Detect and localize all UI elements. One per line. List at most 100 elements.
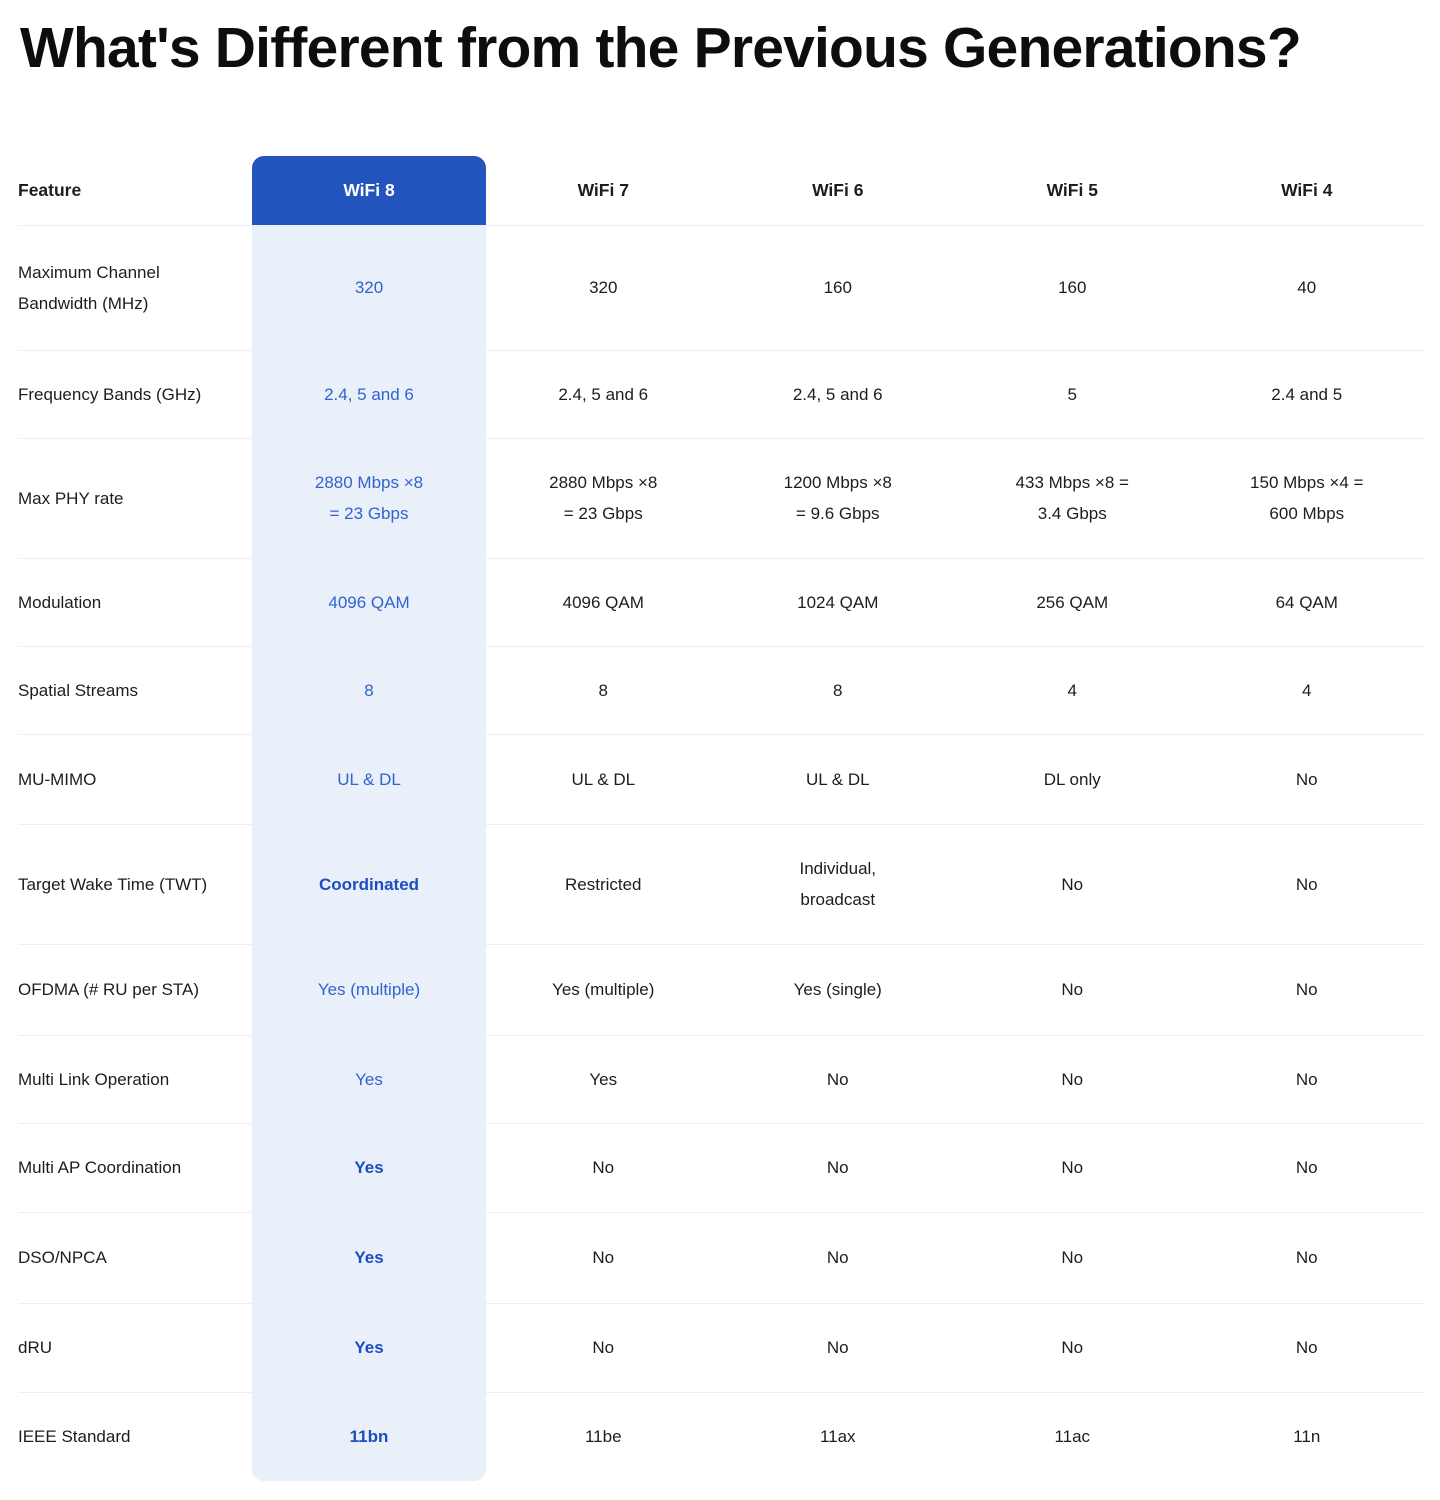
- table-row: Max PHY rate 2880 Mbps ×8 = 23 Gbps 2880 M…: [18, 438, 1424, 559]
- feature-label: Multi Link Operation: [18, 1069, 170, 1089]
- value-cell-wifi5: 160: [1058, 278, 1087, 298]
- table-row: Maximum Channel Bandwidth (MHz) 320 320 160…: [18, 225, 1424, 351]
- value-cell-wifi4: No: [1295, 1069, 1318, 1089]
- value-cell-wifi7: UL & DL: [571, 769, 636, 789]
- value-cell-wifi7: 8: [598, 680, 608, 700]
- value-cell-wifi5: No: [1061, 1338, 1084, 1358]
- table-row: IEEE Standard 11bn 11be 11ax 11ac 11n: [18, 1392, 1424, 1481]
- value-cell-wifi8: UL & DL: [252, 734, 486, 824]
- feature-label: DSO/NPCA: [18, 1248, 107, 1268]
- value-cell-wifi7: 320: [589, 278, 618, 298]
- value-cell-wifi5: No: [1061, 980, 1084, 1000]
- value-cell-wifi7: No: [592, 1248, 615, 1268]
- feature-label: OFDMA (# RU per STA): [18, 980, 200, 1000]
- value-cell-wifi8: Yes (multiple): [252, 944, 486, 1035]
- value-cell-wifi8: 320: [252, 225, 486, 350]
- table-row: OFDMA (# RU per STA) Yes (multiple) Yes (m…: [18, 944, 1424, 1036]
- value-cell-wifi4: 11n: [1293, 1427, 1321, 1447]
- page-title: What's Different from the Previous Gener…: [20, 16, 1302, 80]
- value-cell-wifi8: 2880 Mbps ×8 = 23 Gbps: [252, 438, 486, 558]
- value-cell-wifi4: 2.4 and 5: [1271, 384, 1343, 404]
- value-cell-wifi8: Yes: [252, 1303, 486, 1392]
- value-cell-wifi6: UL & DL: [805, 769, 870, 789]
- column-header-wifi4: WiFi 4: [1281, 179, 1333, 200]
- value-cell-wifi6: 8: [833, 680, 843, 700]
- value-cell-wifi4: No: [1295, 1158, 1318, 1178]
- table-row: Modulation 4096 QAM 4096 QAM 1024 QAM 256 QA…: [18, 558, 1424, 647]
- value-cell-wifi5: 4: [1067, 680, 1077, 700]
- value-cell-wifi8: Yes: [252, 1212, 486, 1303]
- column-header-wifi6: WiFi 6: [812, 179, 864, 200]
- feature-label: dRU: [18, 1338, 53, 1358]
- value-cell-wifi4: No: [1295, 980, 1318, 1000]
- feature-label: MU-MIMO: [18, 769, 97, 789]
- value-cell-wifi6: 11ax: [819, 1427, 856, 1447]
- value-cell-wifi4: 64 QAM: [1275, 592, 1338, 612]
- value-cell-wifi7: 2.4, 5 and 6: [558, 384, 649, 404]
- value-cell-wifi7: No: [592, 1158, 615, 1178]
- value-cell-wifi7: 11be: [584, 1427, 622, 1447]
- value-cell-wifi7: 4096 QAM: [562, 592, 644, 612]
- feature-label: IEEE Standard: [18, 1427, 131, 1447]
- column-header-wifi8: WiFi 8: [252, 155, 486, 225]
- value-cell-wifi5: No: [1061, 1158, 1084, 1178]
- value-cell-wifi7: Yes (multiple): [552, 980, 655, 1000]
- table-header-row: Feature WiFi 8 WiFi 7 WiFi 6 WiFi 5 WiFi…: [18, 155, 1424, 226]
- table-row: Target Wake Time (TWT) Coordinated Restric…: [18, 824, 1424, 945]
- feature-label: Frequency Bands (GHz): [18, 384, 202, 404]
- value-cell-wifi4: 40: [1297, 278, 1317, 298]
- value-cell-wifi5: DL only: [1043, 769, 1101, 789]
- value-cell-wifi5: No: [1061, 1248, 1084, 1268]
- value-cell-wifi6: Yes (single): [793, 980, 882, 1000]
- table-row: DSO/NPCA Yes No No No No: [18, 1212, 1424, 1304]
- value-cell-wifi8: 4096 QAM: [252, 558, 486, 646]
- value-cell-wifi4: 150 Mbps ×4 = 600 Mbps: [1250, 473, 1364, 524]
- value-cell-wifi4: 4: [1302, 680, 1312, 700]
- value-cell-wifi6: No: [826, 1338, 849, 1358]
- value-cell-wifi6: 1024 QAM: [797, 592, 879, 612]
- table-row: Multi AP Coordination Yes No No No No: [18, 1123, 1424, 1213]
- value-cell-wifi6: Individual, broadcast: [799, 859, 877, 910]
- value-cell-wifi7: No: [592, 1338, 615, 1358]
- value-cell-wifi7: 2880 Mbps ×8 = 23 Gbps: [549, 473, 658, 524]
- table-row: Spatial Streams 8 8 8 4 4: [18, 646, 1424, 735]
- value-cell-wifi8: Coordinated: [252, 824, 486, 944]
- table-row: Frequency Bands (GHz) 2.4, 5 and 6 2.4, 5 …: [18, 350, 1424, 439]
- value-cell-wifi6: 160: [823, 278, 852, 298]
- value-cell-wifi4: No: [1295, 874, 1318, 894]
- value-cell-wifi5: 256 QAM: [1036, 592, 1109, 612]
- value-cell-wifi7: Yes: [589, 1069, 618, 1089]
- value-cell-wifi5: No: [1061, 1069, 1084, 1089]
- value-cell-wifi7: Restricted: [564, 874, 642, 894]
- value-cell-wifi6: No: [826, 1069, 849, 1089]
- feature-column-header: Feature: [18, 179, 82, 200]
- feature-label: Spatial Streams: [18, 680, 138, 700]
- feature-label: Target Wake Time (TWT): [18, 874, 208, 894]
- table-row: Multi Link Operation Yes Yes No No No: [18, 1035, 1424, 1124]
- value-cell-wifi8: 11bn: [252, 1392, 486, 1481]
- column-header-wifi5: WiFi 5: [1046, 179, 1098, 200]
- value-cell-wifi8: Yes: [252, 1035, 486, 1123]
- value-cell-wifi6: 2.4, 5 and 6: [792, 384, 883, 404]
- value-cell-wifi5: 433 Mbps ×8 = 3.4 Gbps: [1015, 473, 1129, 524]
- feature-label: Maximum Channel Bandwidth (MHz): [18, 262, 160, 313]
- value-cell-wifi8: 2.4, 5 and 6: [252, 350, 486, 438]
- table-row: dRU Yes No No No No: [18, 1303, 1424, 1393]
- value-cell-wifi4: No: [1295, 1338, 1318, 1358]
- value-cell-wifi5: 5: [1067, 384, 1077, 404]
- table-body: Maximum Channel Bandwidth (MHz) 320 320 160…: [0, 225, 1440, 1481]
- value-cell-wifi6: 1200 Mbps ×8 = 9.6 Gbps: [783, 473, 892, 524]
- value-cell-wifi4: No: [1295, 1248, 1318, 1268]
- value-cell-wifi6: No: [826, 1158, 849, 1178]
- feature-label: Modulation: [18, 592, 102, 612]
- value-cell-wifi4: No: [1295, 769, 1318, 789]
- value-cell-wifi5: No: [1061, 874, 1084, 894]
- value-cell-wifi8: 8: [252, 646, 486, 734]
- feature-label: Multi AP Coordination: [18, 1158, 182, 1178]
- feature-label: Max PHY rate: [18, 488, 124, 508]
- comparison-table: Feature WiFi 8 WiFi 7 WiFi 6 WiFi 5 WiFi…: [0, 155, 1440, 1481]
- value-cell-wifi8: Yes: [252, 1123, 486, 1212]
- value-cell-wifi6: No: [826, 1248, 849, 1268]
- column-header-wifi7: WiFi 7: [577, 179, 629, 200]
